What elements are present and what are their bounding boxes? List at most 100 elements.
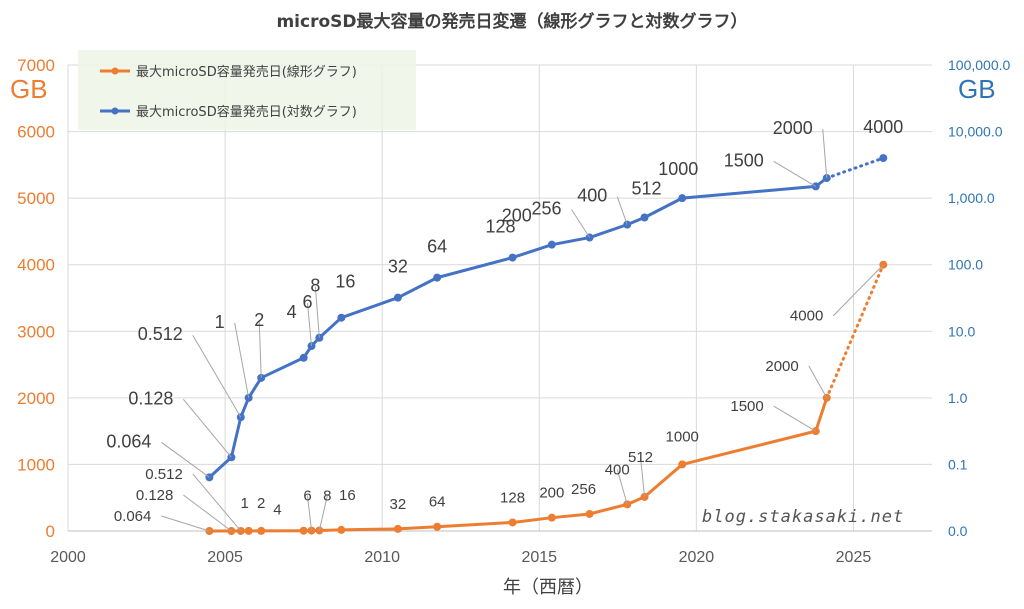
y-axis-unit-right: GB bbox=[958, 74, 996, 104]
data-point-blue bbox=[393, 293, 402, 302]
x-axis-label: 年（西暦） bbox=[503, 577, 593, 598]
data-point-orange bbox=[547, 513, 556, 522]
data-point-blue bbox=[299, 353, 308, 362]
data-label-orange: 256 bbox=[571, 481, 596, 498]
data-point-orange bbox=[393, 524, 402, 533]
data-label-orange: 0.128 bbox=[136, 487, 174, 504]
data-label-orange: 1 bbox=[240, 495, 248, 512]
leader-line-orange bbox=[183, 494, 232, 532]
data-label-blue: 32 bbox=[388, 257, 408, 277]
data-label-blue: 4 bbox=[287, 302, 297, 322]
leader-line-blue bbox=[314, 286, 320, 338]
axes: 2000 2005 2010 2015 2020 2025 0 1000 2000 3000 400… bbox=[17, 56, 1010, 566]
leader-line-blue bbox=[306, 303, 312, 347]
y-axis-unit-left: GB bbox=[10, 74, 48, 104]
data-point-blue bbox=[508, 253, 517, 262]
x-tick-label: 2025 bbox=[836, 549, 872, 566]
data-label-blue: 0.512 bbox=[138, 324, 183, 344]
data-point-orange bbox=[257, 526, 266, 535]
data-label-orange: 2000 bbox=[765, 358, 798, 375]
legend-label-orange: 最大microSD容量発売日(線形グラフ) bbox=[136, 64, 357, 80]
data-point-orange bbox=[678, 460, 687, 469]
leader-line-orange bbox=[640, 456, 646, 497]
data-label-orange: 16 bbox=[339, 487, 356, 504]
y-tick-label-left: 2000 bbox=[17, 389, 55, 408]
data-label-orange: 4 bbox=[273, 502, 281, 519]
leader-line-orange bbox=[192, 473, 242, 532]
watermark: blog.stakasaki.net bbox=[702, 507, 904, 527]
legend-label-blue: 最大microSD容量発売日(対数グラフ) bbox=[136, 104, 357, 120]
y-tick-label-left: 4000 bbox=[17, 256, 55, 275]
data-point-blue bbox=[337, 313, 346, 322]
data-label-blue: 1 bbox=[215, 312, 225, 332]
y-tick-label-left: 3000 bbox=[17, 322, 55, 341]
leader-line-orange bbox=[832, 264, 884, 317]
leader-line-blue bbox=[258, 320, 262, 378]
leader-line-blue bbox=[192, 334, 242, 418]
x-tick-label: 2000 bbox=[50, 549, 86, 566]
data-point-orange bbox=[299, 526, 308, 535]
data-label-orange: 32 bbox=[390, 496, 407, 513]
data-label-blue: 200 bbox=[502, 206, 532, 226]
leader-line-blue bbox=[773, 160, 817, 187]
data-label-blue: 1500 bbox=[724, 150, 764, 170]
legend-marker-blue bbox=[111, 107, 119, 115]
series-projection-blue bbox=[825, 156, 885, 180]
y-tick-label-right: 100,000.0 bbox=[948, 57, 1010, 73]
y-tick-label-left: 5000 bbox=[17, 189, 55, 208]
data-label-orange: 8 bbox=[323, 487, 331, 504]
legend: 最大microSD容量発売日(線形グラフ) 最大microSD容量発売日(対数グ… bbox=[78, 50, 416, 130]
leader-line-orange bbox=[616, 469, 628, 505]
y-tick-label-right: 1.0 bbox=[948, 390, 968, 406]
leader-line-blue bbox=[822, 129, 828, 179]
data-label-orange: 1500 bbox=[730, 398, 763, 415]
leader-line-orange bbox=[773, 405, 817, 432]
data-point-orange bbox=[508, 518, 517, 527]
data-label-orange: 0.512 bbox=[145, 466, 183, 483]
y-tick-label-left: 1000 bbox=[17, 455, 55, 474]
legend-background bbox=[78, 50, 416, 130]
data-label-orange: 6 bbox=[303, 488, 311, 505]
data-label-orange: 64 bbox=[429, 494, 446, 511]
leader-line-blue bbox=[161, 441, 210, 478]
x-tick-label: 2015 bbox=[521, 549, 557, 566]
data-point-orange bbox=[244, 526, 253, 535]
leader-line-blue bbox=[234, 322, 250, 398]
y-tick-label-right: 10.0 bbox=[948, 323, 975, 339]
leader-line-blue bbox=[182, 398, 232, 458]
data-label-orange: 128 bbox=[500, 489, 525, 506]
data-label-blue: 512 bbox=[632, 178, 662, 198]
data-point-blue bbox=[547, 240, 556, 249]
leader-line-orange bbox=[161, 515, 210, 532]
y-tick-label-right: 1,000.0 bbox=[948, 190, 995, 206]
data-label-blue: 0.064 bbox=[106, 431, 151, 451]
leader-line-blue bbox=[571, 209, 590, 238]
x-tick-label: 2010 bbox=[364, 549, 400, 566]
x-tick-label: 2005 bbox=[207, 549, 243, 566]
data-label-blue: 8 bbox=[310, 276, 320, 296]
data-label-blue: 1000 bbox=[658, 159, 698, 179]
series-projection-orange bbox=[825, 263, 885, 400]
data-label-blue: 0.128 bbox=[128, 388, 173, 408]
data-label-blue: 2000 bbox=[773, 118, 813, 138]
data-label-blue: 64 bbox=[427, 237, 447, 257]
data-point-blue bbox=[879, 154, 888, 163]
leader-line-orange bbox=[318, 495, 328, 531]
data-point-orange bbox=[337, 525, 346, 534]
y-tick-label-right: 10,000.0 bbox=[948, 124, 1003, 140]
data-point-orange bbox=[433, 522, 442, 531]
data-label-orange: 400 bbox=[605, 461, 630, 478]
chart-title: microSD最大容量の発売日変遷（線形グラフと対数グラフ） bbox=[276, 11, 747, 32]
data-label-orange: 0.064 bbox=[114, 508, 152, 525]
data-point-blue bbox=[678, 194, 687, 203]
y-tick-label-right: 0.0 bbox=[948, 523, 968, 539]
data-label-orange: 2 bbox=[257, 495, 265, 512]
data-label-orange: 4000 bbox=[790, 308, 823, 325]
y-tick-label-left: 7000 bbox=[17, 56, 55, 75]
leader-line-orange bbox=[306, 495, 312, 531]
data-point-blue bbox=[433, 273, 442, 282]
data-label-blue: 400 bbox=[577, 186, 607, 206]
data-point-orange bbox=[585, 509, 594, 518]
